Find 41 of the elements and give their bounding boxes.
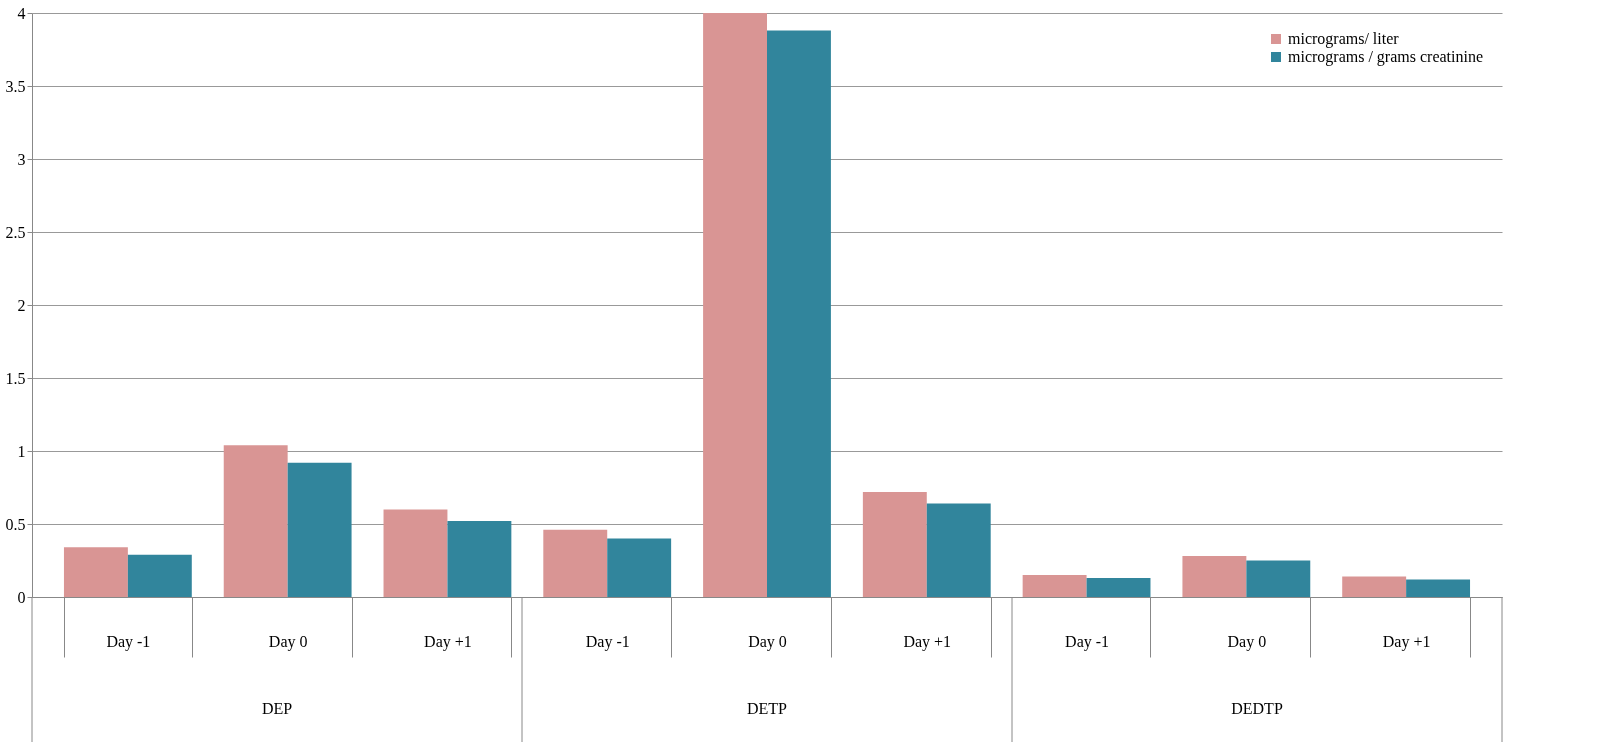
bar: [926, 503, 991, 597]
x-tick-label: Day 0: [1227, 632, 1267, 651]
bar: [703, 13, 767, 597]
y-tick-label: 1.5: [5, 369, 26, 387]
bar: [223, 445, 288, 597]
bar: [1182, 556, 1247, 597]
y-tick-label: 2.5: [5, 223, 26, 241]
x-tick-label: Day +1: [424, 632, 472, 651]
bar: [607, 538, 672, 597]
bar: [1342, 576, 1407, 597]
text: DETP: [747, 700, 788, 717]
bar: [447, 521, 512, 597]
x-tick-label: Day 0: [748, 632, 787, 651]
x-tick-label: Day -1: [106, 632, 151, 651]
text: DEP: [261, 700, 293, 717]
x-tick-label: Day -1: [1065, 632, 1110, 651]
x-tick-label: Day -1: [585, 632, 630, 651]
bar: [1086, 578, 1151, 597]
bar: [63, 547, 128, 597]
y-tick-label: 1: [17, 442, 26, 460]
bar: [767, 30, 831, 597]
bar: [287, 462, 352, 597]
bar: [1406, 579, 1471, 597]
bar: [383, 509, 448, 597]
bar: [1022, 575, 1087, 597]
x-tick-label: Day +1: [1382, 632, 1431, 651]
bar: [543, 529, 608, 597]
y-tick-label: 0: [17, 588, 26, 606]
bar: [862, 491, 927, 597]
y-tick-label: 2: [17, 296, 26, 314]
bar: [1246, 560, 1311, 597]
bar: [127, 554, 192, 597]
y-tick-label: 3.5: [5, 77, 26, 95]
legend-label: micrograms / grams creatinine: [1288, 48, 1484, 66]
text: DEDTP: [1231, 700, 1283, 717]
legend-label: micrograms/ liter: [1288, 30, 1400, 48]
y-tick-label: 0.5: [5, 515, 26, 533]
x-tick-label: Day +1: [903, 632, 952, 651]
x-tick-label: Day 0: [268, 632, 308, 651]
y-tick-label: 3: [17, 150, 26, 168]
y-tick-label: 4: [17, 4, 26, 22]
